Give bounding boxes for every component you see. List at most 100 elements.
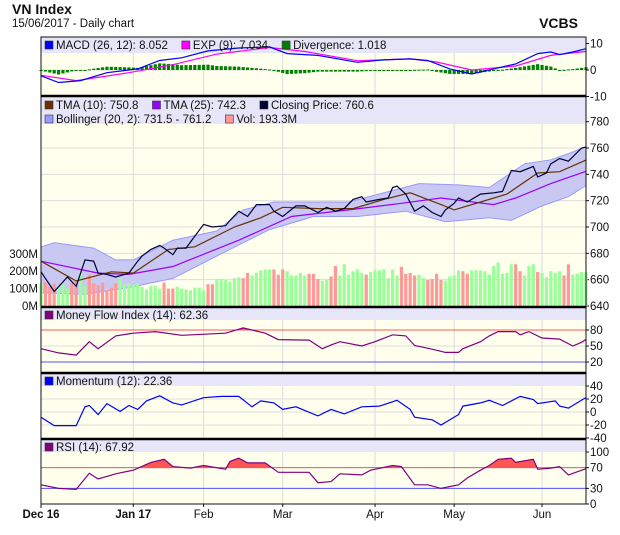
- divergence-bar: [518, 67, 522, 70]
- divergence-bar: [78, 70, 83, 71]
- volume-bar: [215, 279, 219, 306]
- divergence-bar: [307, 70, 311, 73]
- volume-bar: [52, 283, 56, 306]
- volume-bar: [329, 276, 333, 306]
- divergence-bar: [171, 64, 175, 70]
- divergence-bar: [206, 64, 210, 70]
- volume-bar: [210, 284, 215, 306]
- volume-bar: [74, 281, 78, 306]
- volume-bar: [267, 269, 272, 306]
- divergence-bar: [83, 70, 87, 71]
- volume-bar: [443, 280, 447, 306]
- divergence-bar: [360, 70, 364, 72]
- volume-bar: [43, 282, 47, 306]
- volume-bar: [237, 277, 241, 306]
- divergence-bar: [267, 69, 272, 71]
- divergence-bar: [65, 70, 69, 73]
- legend-label: Momentum (12): 22.36: [56, 376, 172, 388]
- divergence-bar: [294, 70, 298, 74]
- volume-bar: [470, 270, 474, 306]
- legend-label: Closing Price: 760.6: [271, 100, 374, 112]
- legend-band: [41, 307, 586, 320]
- divergence-bar: [228, 66, 232, 70]
- volume-bar: [487, 274, 491, 306]
- volume-bar: [131, 285, 135, 306]
- volume-bar: [122, 284, 127, 306]
- volume-bar: [465, 273, 469, 306]
- volume-bar: [276, 274, 280, 306]
- volume-bar: [483, 271, 487, 306]
- divergence-bar: [549, 66, 553, 70]
- volume-bar: [105, 290, 109, 306]
- y-tick-label: 740: [590, 169, 609, 181]
- divergence-bar: [232, 66, 236, 70]
- divergence-bar: [377, 70, 382, 71]
- y-tick-label: 30: [590, 483, 603, 495]
- divergence-bar: [74, 70, 78, 71]
- legend-swatch: [44, 310, 54, 320]
- tma-25-line: [40, 170, 587, 276]
- volume-bar: [245, 272, 250, 306]
- volume-bar: [140, 286, 144, 306]
- divergence-bar: [245, 67, 250, 70]
- volume-bar: [298, 272, 302, 306]
- volume-bar: [558, 271, 562, 306]
- divergence-bar: [571, 69, 575, 71]
- divergence-bar: [329, 70, 333, 72]
- volume-tick-label: 300M: [9, 249, 38, 261]
- divergence-bar: [426, 69, 430, 71]
- y-tick-label: 720: [590, 196, 609, 208]
- divergence-bar: [197, 64, 201, 70]
- volume-bar: [571, 274, 575, 306]
- y-tick-label: 660: [590, 275, 609, 287]
- volume-bar: [347, 274, 351, 306]
- volume-bar: [263, 269, 267, 306]
- divergence-bar: [540, 64, 544, 70]
- volume-bar: [285, 271, 289, 306]
- divergence-bar: [412, 69, 417, 71]
- volume-bar: [531, 264, 535, 306]
- divergence-bar: [250, 67, 254, 70]
- divergence-bar: [92, 68, 96, 70]
- y-tick-label: 700: [590, 222, 609, 234]
- divergence-bar: [114, 66, 118, 70]
- divergence-bar: [87, 69, 91, 71]
- y-tick-label: 40: [590, 381, 603, 393]
- volume-tick-label: 0M: [22, 301, 38, 313]
- volume-bar: [408, 272, 412, 306]
- divergence-bar: [514, 67, 518, 70]
- volume-bar: [294, 275, 298, 306]
- divergence-bar: [52, 70, 56, 74]
- legend-swatch: [152, 100, 161, 110]
- divergence-bar: [580, 67, 584, 70]
- divergence-bar: [122, 67, 127, 70]
- volume-bar: [206, 284, 210, 306]
- y-tick-label: 760: [590, 143, 609, 155]
- volume-bar: [289, 275, 294, 306]
- volume-bar: [78, 272, 83, 306]
- volume-bar: [342, 264, 346, 306]
- volume-bar: [228, 281, 232, 306]
- divergence-bar: [140, 66, 144, 70]
- volume-bar: [65, 288, 69, 306]
- divergence-bar: [43, 70, 47, 72]
- volume-bar: [509, 264, 513, 306]
- divergence-bar: [470, 70, 474, 74]
- divergence-bar: [100, 67, 105, 70]
- y-tick-label: 20: [590, 394, 603, 406]
- divergence-bar: [180, 65, 184, 70]
- legend-swatch: [225, 114, 234, 124]
- divergence-bar: [487, 70, 491, 72]
- legend-swatch: [44, 114, 54, 124]
- divergence-bar: [342, 70, 346, 72]
- volume-bar: [492, 265, 496, 306]
- volume-bar: [56, 285, 61, 306]
- x-tick-label: Apr: [366, 509, 384, 521]
- divergence-bar: [456, 70, 461, 74]
- legend-label: Bollinger (20, 2): 731.5 - 761.2: [56, 114, 211, 126]
- divergence-bar: [320, 70, 324, 72]
- y-tick-label: 20: [590, 357, 603, 369]
- macd-line: [40, 46, 587, 84]
- volume-bar: [412, 275, 417, 306]
- divergence-bar: [351, 70, 355, 72]
